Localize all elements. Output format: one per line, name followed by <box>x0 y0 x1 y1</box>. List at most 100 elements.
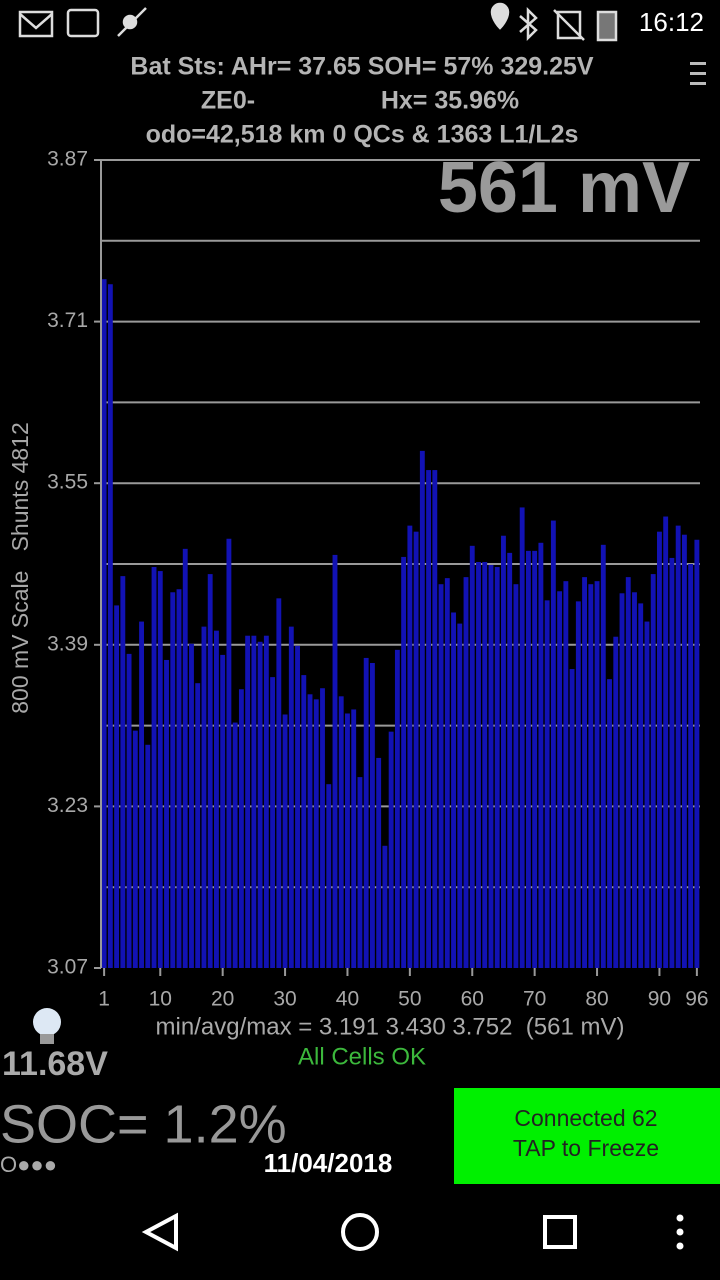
bar <box>189 643 194 968</box>
bar <box>694 539 700 968</box>
bar <box>688 564 694 968</box>
x-tick-label: 90 <box>648 988 671 1011</box>
spread-annotation: 561 mV <box>438 148 690 228</box>
bar <box>220 654 226 968</box>
bar <box>245 635 251 968</box>
y-tick-label: 3.87 <box>47 148 88 171</box>
bar <box>170 592 176 968</box>
bar <box>469 545 475 968</box>
bar <box>282 714 288 968</box>
bar <box>532 550 538 968</box>
bar <box>494 567 500 968</box>
button-line1[interactable]: Connected 62 <box>514 1105 657 1131</box>
hx: Hx= 35.96% <box>381 87 519 115</box>
menu-icon[interactable] <box>690 62 706 85</box>
bar <box>582 577 588 968</box>
bar <box>345 713 350 968</box>
bar <box>482 561 488 968</box>
bar <box>563 581 569 968</box>
bar <box>657 531 662 968</box>
bar <box>369 662 375 968</box>
bar <box>107 284 113 969</box>
home-button[interactable] <box>341 1213 379 1251</box>
bar <box>326 784 332 968</box>
y-tick-label: 3.07 <box>47 956 88 979</box>
bar <box>663 516 669 968</box>
bar <box>388 731 394 968</box>
bar <box>151 567 157 968</box>
bar <box>157 571 163 968</box>
bar <box>569 669 575 968</box>
status-icons <box>18 2 618 42</box>
bar <box>600 544 606 968</box>
clock: 16:12 <box>639 7 704 37</box>
bar <box>351 709 357 968</box>
bar <box>419 450 425 968</box>
bar <box>288 626 294 968</box>
bar <box>332 554 338 968</box>
freeze-button[interactable]: Connected 62 TAP to Freeze <box>454 1088 720 1184</box>
bar <box>438 584 444 968</box>
bar <box>394 649 400 968</box>
bar <box>413 531 419 968</box>
recents-button[interactable] <box>543 1215 577 1249</box>
x-tick-label: 40 <box>336 988 359 1011</box>
odometer: odo=42,518 km 0 QCs & 1363 L1/L2s <box>146 121 579 149</box>
x-tick-label: 80 <box>585 988 608 1011</box>
y-tick-label: 3.55 <box>47 471 88 494</box>
bar <box>126 653 132 968</box>
bar <box>588 584 594 968</box>
bar <box>320 688 325 968</box>
bar <box>544 600 550 968</box>
bar <box>463 577 469 968</box>
x-tick-label: 50 <box>398 988 421 1011</box>
bar <box>401 556 407 968</box>
bar <box>632 592 637 968</box>
bar <box>644 621 650 968</box>
bar <box>251 635 257 968</box>
bar <box>213 630 219 968</box>
bar <box>176 589 182 968</box>
x-tick-label: 96 <box>685 988 708 1011</box>
bar <box>313 699 319 968</box>
bar <box>681 534 687 968</box>
bar <box>276 598 282 968</box>
bar <box>451 612 456 968</box>
x-tick-label: 30 <box>273 988 296 1011</box>
bar <box>519 507 525 968</box>
button-bg[interactable] <box>454 1088 720 1184</box>
bulb-icon[interactable] <box>33 1008 61 1044</box>
soc: SOC= 1.2% <box>0 1094 287 1154</box>
bar <box>376 757 382 968</box>
bar <box>201 626 207 968</box>
bar <box>101 279 107 968</box>
overflow-button[interactable] <box>676 1214 684 1250</box>
bar <box>426 470 432 968</box>
button-line2[interactable]: TAP to Freeze <box>513 1135 659 1161</box>
bar <box>619 593 625 968</box>
bar <box>607 679 612 968</box>
cell-stats: min/avg/max = 3.191 3.430 3.752 (561 mV) <box>156 1013 625 1040</box>
bar <box>650 574 656 968</box>
bar <box>145 744 151 968</box>
y-axis-label: 800 mV Scale Shunts 4812 <box>7 422 33 714</box>
bar <box>432 470 438 968</box>
bar <box>195 683 201 968</box>
y-tick-label: 3.23 <box>47 794 88 817</box>
bar <box>625 577 631 968</box>
bar <box>363 657 369 968</box>
bar <box>307 694 313 968</box>
bar <box>501 535 506 968</box>
bar <box>301 675 307 968</box>
bar <box>139 621 144 968</box>
bar <box>557 591 563 968</box>
battery-status: Bat Sts: AHr= 37.65 SOH= 57% 329.25V <box>130 53 594 81</box>
back-button[interactable] <box>141 1212 178 1252</box>
bar <box>525 550 531 968</box>
dots: O●●● <box>0 1152 57 1177</box>
bar <box>513 584 519 968</box>
x-tick-label: 70 <box>523 988 546 1011</box>
bar <box>575 601 581 968</box>
bar <box>226 538 232 968</box>
bar <box>594 581 600 968</box>
